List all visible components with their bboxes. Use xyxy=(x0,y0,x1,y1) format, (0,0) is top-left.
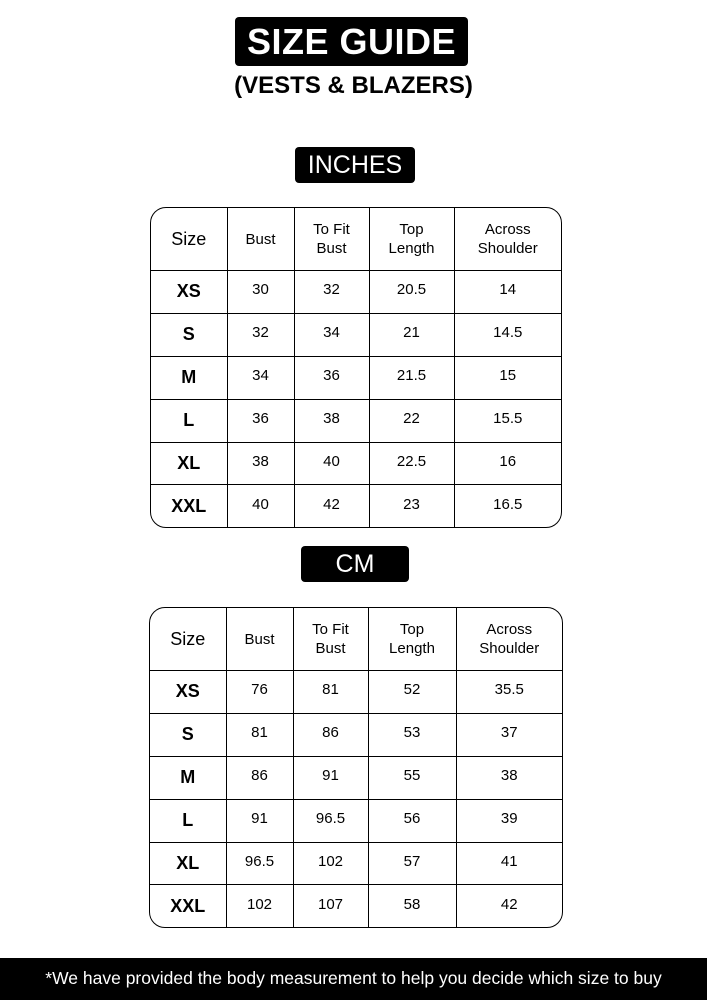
table-row: XXL 102 107 58 42 xyxy=(150,884,562,927)
measurement-cell: 86 xyxy=(292,712,369,757)
table-row: XL 38 40 22.5 16 xyxy=(151,441,561,486)
table-row: XL 96.5 102 57 41 xyxy=(150,841,562,886)
table-row: XS 76 81 52 35.5 xyxy=(150,670,562,714)
unit-label-inches: INCHES xyxy=(295,147,415,183)
size-table-inches: Size Bust To Fit Bust Top Length Across Shou… xyxy=(150,207,562,528)
size-cell: L xyxy=(150,798,227,843)
measurement-cell: 22 xyxy=(368,398,455,443)
measurement-cell: 21.5 xyxy=(368,355,455,400)
table-row: L 36 38 22 15.5 xyxy=(151,398,561,443)
size-cell: XL xyxy=(150,841,227,886)
column-header: Top Length xyxy=(368,208,455,271)
page-subtitle: (VESTS & BLAZERS) xyxy=(234,72,473,99)
measurement-cell: 76 xyxy=(225,670,294,714)
measurement-cell: 15.5 xyxy=(453,398,561,443)
measurement-cell: 32 xyxy=(226,312,295,357)
column-header: Bust xyxy=(226,208,295,271)
column-header: To Fit Bust xyxy=(292,608,369,671)
measurement-cell: 57 xyxy=(367,841,457,886)
measurement-cell: 55 xyxy=(367,755,457,800)
table-row: M 34 36 21.5 15 xyxy=(151,355,561,400)
measurement-cell: 81 xyxy=(292,670,369,714)
measurement-cell: 91 xyxy=(292,755,369,800)
page-title: SIZE GUIDE xyxy=(235,17,468,66)
table-header-row: Size Bust To Fit Bust Top Length Across Shou… xyxy=(150,608,562,671)
table-row: L 91 96.5 56 39 xyxy=(150,798,562,843)
measurement-cell: 34 xyxy=(226,355,295,400)
size-cell: XXL xyxy=(150,884,227,927)
column-header: Across Shoulder xyxy=(453,208,561,271)
table-row: XS 30 32 20.5 14 xyxy=(151,270,561,314)
size-cell: XS xyxy=(150,670,227,714)
measurement-cell: 58 xyxy=(367,884,457,927)
measurement-cell: 86 xyxy=(225,755,294,800)
measurement-cell: 14 xyxy=(453,270,561,314)
measurement-cell: 23 xyxy=(368,484,455,527)
measurement-cell: 32 xyxy=(293,270,370,314)
measurement-cell: 38 xyxy=(226,441,295,486)
measurement-cell: 42 xyxy=(455,884,562,927)
measurement-cell: 102 xyxy=(292,841,369,886)
table-row: S 81 86 53 37 xyxy=(150,712,562,757)
measurement-cell: 96.5 xyxy=(225,841,294,886)
column-header: Across Shoulder xyxy=(455,608,562,671)
footer-note: *We have provided the body measurement t… xyxy=(0,958,707,1000)
measurement-cell: 38 xyxy=(455,755,562,800)
size-cell: M xyxy=(151,355,228,400)
table-row: S 32 34 21 14.5 xyxy=(151,312,561,357)
size-table-cm: Size Bust To Fit Bust Top Length Across Shou… xyxy=(149,607,563,928)
size-cell: S xyxy=(150,712,227,757)
size-cell: M xyxy=(150,755,227,800)
measurement-cell: 107 xyxy=(292,884,369,927)
measurement-cell: 30 xyxy=(226,270,295,314)
measurement-cell: 41 xyxy=(455,841,562,886)
table-row: XXL 40 42 23 16.5 xyxy=(151,484,561,527)
measurement-cell: 81 xyxy=(225,712,294,757)
measurement-cell: 56 xyxy=(367,798,457,843)
measurement-cell: 52 xyxy=(367,670,457,714)
size-cell: S xyxy=(151,312,228,357)
size-cell: L xyxy=(151,398,228,443)
column-header: Size xyxy=(151,208,228,271)
measurement-cell: 22.5 xyxy=(368,441,455,486)
table-row: M 86 91 55 38 xyxy=(150,755,562,800)
measurement-cell: 40 xyxy=(226,484,295,527)
column-header: Bust xyxy=(225,608,294,671)
measurement-cell: 39 xyxy=(455,798,562,843)
measurement-cell: 37 xyxy=(455,712,562,757)
measurement-cell: 21 xyxy=(368,312,455,357)
measurement-cell: 91 xyxy=(225,798,294,843)
measurement-cell: 14.5 xyxy=(453,312,561,357)
size-cell: XXL xyxy=(151,484,228,527)
measurement-cell: 102 xyxy=(225,884,294,927)
unit-label-cm: CM xyxy=(301,546,409,582)
measurement-cell: 40 xyxy=(293,441,370,486)
column-header: To Fit Bust xyxy=(293,208,370,271)
column-header: Size xyxy=(150,608,227,671)
measurement-cell: 34 xyxy=(293,312,370,357)
measurement-cell: 42 xyxy=(293,484,370,527)
measurement-cell: 36 xyxy=(293,355,370,400)
measurement-cell: 16 xyxy=(453,441,561,486)
measurement-cell: 36 xyxy=(226,398,295,443)
measurement-cell: 38 xyxy=(293,398,370,443)
table-header-row: Size Bust To Fit Bust Top Length Across Shou… xyxy=(151,208,561,271)
measurement-cell: 53 xyxy=(367,712,457,757)
size-cell: XL xyxy=(151,441,228,486)
measurement-cell: 16.5 xyxy=(453,484,561,527)
column-header: Top Length xyxy=(367,608,457,671)
measurement-cell: 35.5 xyxy=(455,670,562,714)
measurement-cell: 96.5 xyxy=(292,798,369,843)
measurement-cell: 15 xyxy=(453,355,561,400)
measurement-cell: 20.5 xyxy=(368,270,455,314)
size-cell: XS xyxy=(151,270,228,314)
